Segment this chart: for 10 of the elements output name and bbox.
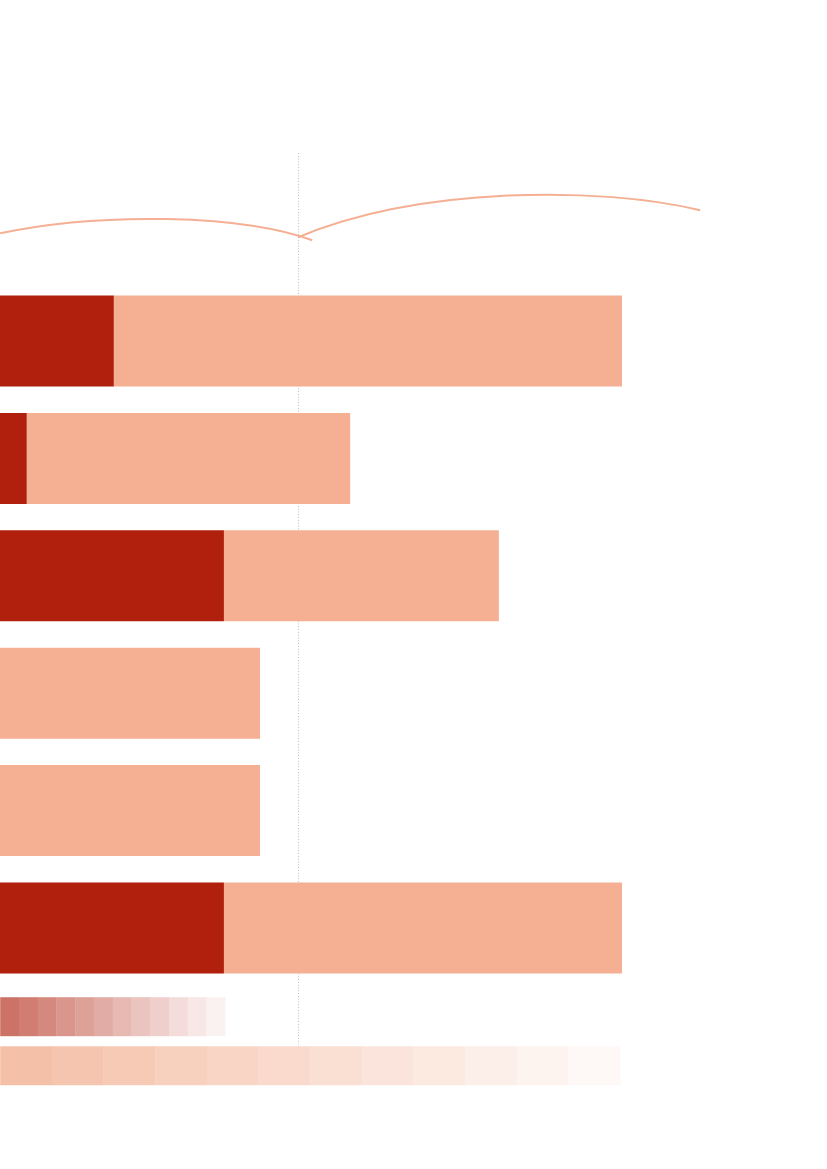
bar [0, 412, 27, 504]
bar [223, 882, 623, 974]
bar [223, 530, 499, 622]
bar [26, 412, 351, 504]
bar [0, 765, 260, 857]
bar [0, 295, 114, 387]
bar [0, 882, 224, 974]
bar [0, 530, 224, 622]
bar [113, 295, 623, 387]
bar [0, 647, 260, 739]
